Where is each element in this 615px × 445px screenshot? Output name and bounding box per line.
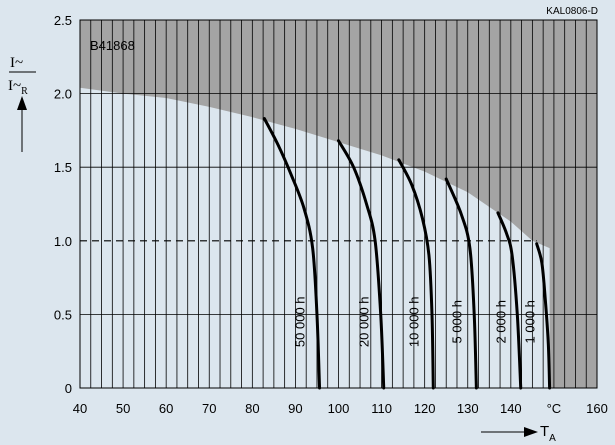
- y-tick-label: 2.0: [54, 87, 72, 102]
- curve-1: [337, 139, 386, 390]
- curve-2: [397, 158, 435, 390]
- x-tick-labels: 40 50 60 70 80 90 100 110 120 130 140 °C 160: [73, 401, 608, 416]
- x-tick-label: 120: [414, 401, 436, 416]
- curve-4: [496, 211, 523, 390]
- y-tick-label: 1.5: [54, 160, 72, 175]
- x-tick-label: 70: [202, 401, 216, 416]
- y-title-denominator-sub: R: [21, 86, 28, 97]
- x-tick-label: °C: [547, 401, 562, 416]
- part-number: B41868: [90, 38, 135, 53]
- x-title-main: T: [540, 423, 549, 440]
- curve-label-1: 20 000 h: [357, 296, 372, 347]
- y-axis-arrow-head: [17, 96, 27, 110]
- curve-label-4: 2 000 h: [494, 300, 509, 343]
- chart-code: KAL0806-D: [546, 6, 598, 17]
- curves: [262, 117, 552, 390]
- y-title-numerator: I~: [10, 55, 23, 71]
- curve-labels: 50 000 h 20 000 h 10 000 h 5 000 h 2 000 h 1 …: [293, 296, 538, 347]
- x-title: TA: [540, 423, 556, 444]
- curve-label-2: 10 000 h: [406, 296, 421, 347]
- y-title-denominator: I~R: [8, 78, 28, 97]
- x-tick-label: 90: [288, 401, 302, 416]
- x-tick-label: 130: [457, 401, 479, 416]
- y-tick-label: 0.5: [54, 307, 72, 322]
- y-tick-label: 1.0: [54, 234, 72, 249]
- y-tick-labels: 0 0.5 1.0 1.5 2.0 2.5: [54, 13, 72, 396]
- x-tick-label: 160: [586, 401, 608, 416]
- x-tick-label: 110: [371, 401, 392, 416]
- x-tick-label: 80: [245, 401, 259, 416]
- x-title-sub: A: [549, 433, 556, 444]
- x-tick-label: 50: [116, 401, 130, 416]
- curve-label-3: 5 000 h: [449, 300, 464, 343]
- y-tick-label: 0: [65, 381, 72, 396]
- x-axis-title: TA: [481, 423, 556, 444]
- y-axis-title: I~ I~R: [8, 55, 36, 152]
- x-tick-label: 100: [328, 401, 350, 416]
- curve-label-0: 50 000 h: [293, 296, 308, 347]
- curve-0: [262, 117, 322, 390]
- curve-5: [535, 242, 552, 390]
- x-tick-label: 140: [500, 401, 522, 416]
- curve-label-5: 1 000 h: [523, 300, 538, 343]
- x-tick-label: 40: [73, 401, 87, 416]
- y-tick-label: 2.5: [54, 13, 72, 28]
- plot-frame: [79, 19, 598, 389]
- x-axis-arrow-head: [524, 427, 538, 437]
- x-tick-label: 60: [159, 401, 173, 416]
- curve-3: [444, 177, 478, 390]
- y-title-denominator-text: I~: [8, 78, 21, 94]
